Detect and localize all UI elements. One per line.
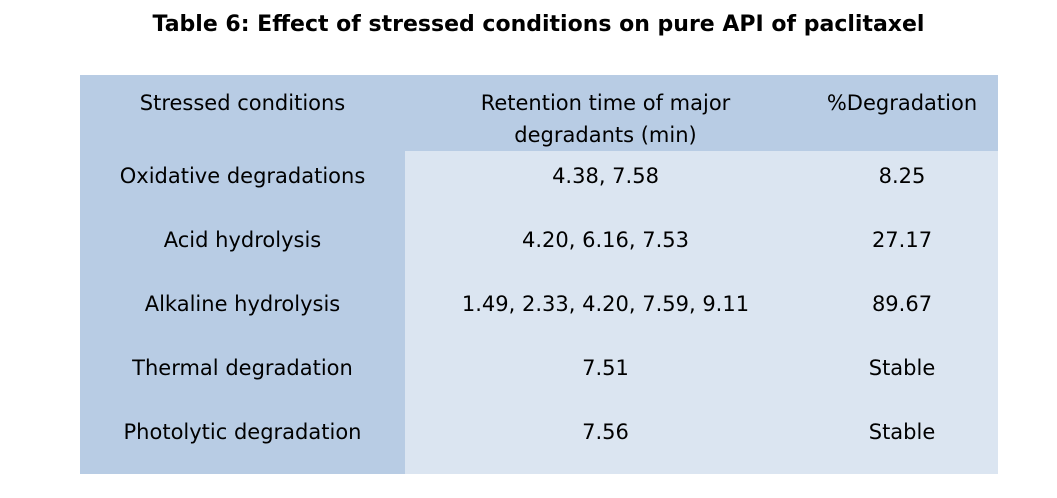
stress-conditions-table: Stressed conditions Retention time of ma… <box>80 75 998 474</box>
cell-retention-time: 1.49, 2.33, 4.20, 7.59, 9.11 <box>405 279 806 343</box>
header-retention-time-line2: degradants (min) <box>514 123 697 147</box>
table-row: Alkaline hydrolysis 1.49, 2.33, 4.20, 7.… <box>80 279 998 343</box>
cell-condition: Acid hydrolysis <box>80 215 405 279</box>
cell-degradation: 89.67 <box>806 279 998 343</box>
stress-conditions-table-container: Stressed conditions Retention time of ma… <box>80 75 998 474</box>
cell-degradation: Stable <box>806 343 998 407</box>
cell-condition: Alkaline hydrolysis <box>80 279 405 343</box>
table-row: Thermal degradation 7.51 Stable <box>80 343 998 407</box>
cell-retention-time: 7.51 <box>405 343 806 407</box>
cell-retention-time: 7.56 <box>405 407 806 474</box>
cell-degradation: 27.17 <box>806 215 998 279</box>
table-caption: Table 6: Effect of stressed conditions o… <box>152 12 925 37</box>
cell-degradation: Stable <box>806 407 998 474</box>
table-row: Photolytic degradation 7.56 Stable <box>80 407 998 474</box>
cell-condition: Photolytic degradation <box>80 407 405 474</box>
cell-retention-time: 4.20, 6.16, 7.53 <box>405 215 806 279</box>
header-retention-time-line1: Retention time of major <box>480 91 731 115</box>
header-percent-degradation: %Degradation <box>806 75 998 151</box>
header-retention-time: Retention time of major degradants (min) <box>405 75 806 151</box>
cell-condition: Thermal degradation <box>80 343 405 407</box>
cell-condition: Oxidative degradations <box>80 151 405 215</box>
table-header-row: Stressed conditions Retention time of ma… <box>80 75 998 151</box>
table-row: Oxidative degradations 4.38, 7.58 8.25 <box>80 151 998 215</box>
cell-retention-time: 4.38, 7.58 <box>405 151 806 215</box>
table-row: Acid hydrolysis 4.20, 6.16, 7.53 27.17 <box>80 215 998 279</box>
cell-degradation: 8.25 <box>806 151 998 215</box>
header-stressed-conditions: Stressed conditions <box>80 75 405 151</box>
